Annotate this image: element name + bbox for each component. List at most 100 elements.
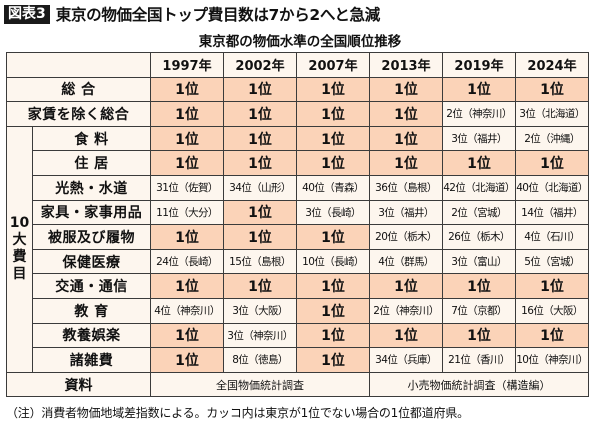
rank-cell-first: 1位 (150, 101, 224, 127)
table-row: 光熱・水道 31位（佐賀） 34位（山形） 40位（青森） 36位（島根） 42位（北海道… (6, 174, 589, 201)
rank-cell-first: 1位 (515, 322, 589, 349)
row-label: 光熱・水道 (32, 174, 151, 201)
year-header: 2013年 (369, 52, 443, 78)
rank-cell: 15位（島根） (223, 248, 297, 275)
table-row: 家賃を除く総合 1位 1位 1位 1位 2位（神奈川） 3位（北海道） (6, 101, 589, 127)
rank-cell: 34位（兵庫） (369, 347, 443, 373)
table-row: 10大費目食 料 1位 1位 1位 1位 3位（福井） 2位（沖縄） (6, 125, 589, 373)
rank-cell-first: 1位 (150, 150, 224, 176)
rank-cell: 20位（栃木） (369, 224, 443, 250)
row-label: 教養娯楽 (32, 322, 151, 349)
rank-cell-first: 1位 (369, 322, 443, 349)
rank-cell: 7位（京都） (442, 297, 516, 324)
header-corner (6, 52, 151, 78)
rank-cell-first: 1位 (296, 224, 370, 250)
rank-cell-first: 1位 (442, 150, 516, 176)
table-row: 教 育 4位（神奈川） 3位（大阪） 1位 2位（神奈川） 7位（京都） 16位（大阪） (6, 297, 589, 324)
rank-cell: 10位（神奈川） (515, 347, 589, 373)
year-header: 2007年 (296, 52, 370, 78)
rank-cell: 16位（大阪） (515, 297, 589, 324)
table-row: 交通・通信 1位 1位 1位 1位 1位 1位 (6, 273, 589, 299)
row-label: 保健医療 (32, 248, 151, 275)
rank-cell-first: 1位 (223, 76, 297, 103)
table-row: 住 居 1位 1位 1位 1位 1位 1位 (6, 150, 589, 176)
rank-cell-first: 1位 (296, 150, 370, 176)
rank-cell-first: 1位 (150, 322, 224, 349)
table-row: 諸雑費 1位 8位（徳島） 1位 34位（兵庫） 21位（香川） 10位（神奈川） (6, 347, 589, 373)
rank-cell: 2位（沖縄） (515, 125, 589, 152)
row-label: 被服及び履物 (32, 224, 151, 250)
rank-cell: 3位（富山） (442, 248, 516, 275)
ranking-table-wrap: 1997年 2002年 2007年 2013年 2019年 2024年総 合 1位 1位 1位 1… (6, 52, 589, 398)
rank-cell: 3位（神奈川） (223, 322, 297, 349)
table-subtitle: 東京都の物価水準の全国順位推移 (198, 34, 402, 50)
table-row: 被服及び履物 1位 1位 1位 20位（栃木） 26位（栃木） 4位（石川） (6, 224, 589, 250)
rank-cell: 40位（北海道） (515, 174, 589, 201)
rank-cell: 10位（長崎） (296, 248, 370, 275)
year-header: 1997年 (150, 52, 224, 78)
rank-cell-first: 1位 (369, 273, 443, 299)
row-label: 住 居 (32, 150, 151, 176)
row-label: 教 育 (32, 297, 151, 324)
rank-cell-first: 1位 (223, 199, 297, 226)
rank-cell: 34位（山形） (223, 174, 297, 201)
rank-cell: 4位（群馬） (369, 248, 443, 275)
figure-header: 図表3 東京の物価全国トップ費目数は7から2へと急減 (4, 3, 596, 25)
year-header: 2019年 (442, 52, 516, 78)
rank-cell-first: 1位 (150, 347, 224, 373)
rank-cell: 3位（福井） (442, 125, 516, 152)
rank-cell: 2位（宮城） (442, 199, 516, 226)
rank-cell: 2位（神奈川） (442, 101, 516, 127)
row-label: 食 料 (32, 125, 151, 152)
rank-cell-first: 1位 (150, 76, 224, 103)
rank-cell-first: 1位 (150, 125, 224, 152)
rank-cell-first: 1位 (296, 347, 370, 373)
rank-cell: 14位（福井） (515, 199, 589, 226)
rank-cell-first: 1位 (515, 150, 589, 176)
rank-cell: 5位（宮城） (515, 248, 589, 275)
rank-cell: 8位（徳島） (223, 347, 297, 373)
table-row: 総 合 1位 1位 1位 1位 1位 1位 (6, 76, 589, 103)
rank-cell-first: 1位 (223, 150, 297, 176)
rank-cell-first: 1位 (223, 224, 297, 250)
header-row: 1997年 2002年 2007年 2013年 2019年 2024年 (6, 52, 589, 78)
rank-cell-first: 1位 (369, 125, 443, 152)
rank-cell: 21位（香川） (442, 347, 516, 373)
table-row: 保健医療 24位（長崎） 15位（島根） 10位（長崎） 4位（群馬） 3位（富山） 5位（… (6, 248, 589, 275)
rank-cell-first: 1位 (369, 76, 443, 103)
category-side-label: 10大費目 (9, 215, 30, 283)
table-row: 家具・家事用品 11位（大分） 1位 3位（長崎） 3位（福井） 2位（宮城） 14位（福井… (6, 199, 589, 226)
rank-cell-first: 1位 (515, 76, 589, 103)
rank-cell-first: 1位 (442, 273, 516, 299)
rank-cell-first: 1位 (442, 322, 516, 349)
ranking-table: 1997年 2002年 2007年 2013年 2019年 2024年総 合 1位 1位 1位 1… (6, 52, 589, 398)
rank-cell: 3位（大阪） (223, 297, 297, 324)
source-label: 資料 (6, 371, 151, 398)
rank-cell: 3位（北海道） (515, 101, 589, 127)
category-side-cell: 10大費目 (6, 125, 33, 373)
footnote: （注）消費者物価地域差指数による。カッコ内は東京が1位でない場合の1位都道府県。 (6, 406, 469, 420)
row-label: 家具・家事用品 (32, 199, 151, 226)
rank-cell-first: 1位 (223, 101, 297, 127)
rank-cell: 40位（青森） (296, 174, 370, 201)
figure-title: 東京の物価全国トップ費目数は7から2へと急減 (55, 6, 381, 24)
rank-cell-first: 1位 (296, 101, 370, 127)
rank-cell: 3位（長崎） (296, 199, 370, 226)
rank-cell-first: 1位 (515, 273, 589, 299)
rank-cell-first: 1位 (442, 76, 516, 103)
row-label: 総 合 (6, 76, 151, 103)
figure-label: 図表3 (4, 4, 50, 24)
rank-cell-first: 1位 (296, 322, 370, 349)
rank-cell: 31位（佐賀） (150, 174, 224, 201)
year-header: 2024年 (515, 52, 589, 78)
row-label: 諸雑費 (32, 347, 151, 373)
rank-cell: 36位（島根） (369, 174, 443, 201)
rank-cell: 4位（石川） (515, 224, 589, 250)
rank-cell: 4位（神奈川） (150, 297, 224, 324)
rank-cell: 11位（大分） (150, 199, 224, 226)
rank-cell-first: 1位 (223, 273, 297, 299)
source-left: 全国物価統計調査 (150, 371, 370, 398)
rank-cell: 24位（長崎） (150, 248, 224, 275)
rank-cell: 42位（北海道） (442, 174, 516, 201)
rank-cell-first: 1位 (150, 273, 224, 299)
